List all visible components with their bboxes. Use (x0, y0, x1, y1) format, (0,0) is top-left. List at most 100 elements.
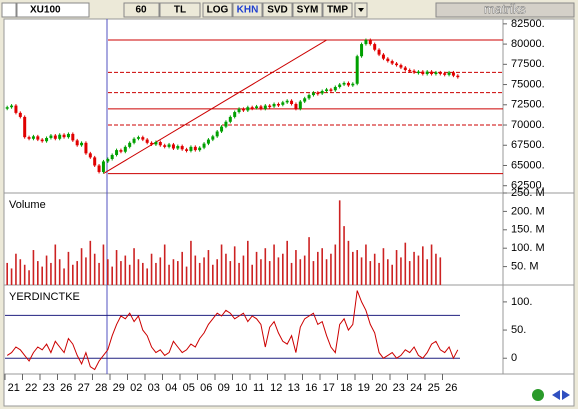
volume-bar (378, 262, 380, 285)
volume-bar (54, 244, 57, 285)
volume-bar (422, 246, 424, 285)
candle (171, 144, 175, 149)
candle (325, 89, 329, 92)
nav-left[interactable] (552, 390, 560, 400)
period-box[interactable] (123, 2, 160, 18)
x-tick-label: 02 (130, 382, 142, 394)
candle (443, 73, 447, 75)
volume-bar (146, 268, 148, 285)
candle (373, 44, 377, 50)
volume-bar (163, 244, 166, 285)
volume-bar (142, 262, 144, 285)
candle (53, 135, 57, 139)
candle (285, 100, 289, 103)
toolbar-button-label: SYM (297, 5, 319, 16)
candle (145, 139, 149, 143)
symbol-box[interactable] (16, 2, 90, 18)
brand: matriks (484, 1, 526, 16)
toolbar-icon[interactable] (1, 2, 17, 18)
volume-bar (190, 240, 192, 285)
volume-bar (229, 261, 232, 285)
nav-right[interactable] (562, 390, 570, 400)
volume-bar (89, 240, 92, 285)
candle (163, 145, 167, 147)
candle (268, 105, 272, 108)
candle (110, 154, 114, 160)
candle (307, 95, 311, 99)
candle (198, 147, 202, 151)
candle (224, 121, 228, 127)
candle (346, 82, 350, 86)
currency-box[interactable] (159, 2, 201, 18)
candle (40, 139, 44, 142)
volume-bar (435, 253, 437, 285)
volume-bar (19, 259, 22, 285)
candle (403, 67, 407, 70)
toolbar-button[interactable] (262, 2, 293, 18)
y-tick-label: 70000. (511, 119, 545, 131)
x-tick-label: 16 (305, 382, 317, 394)
volume-bar (282, 253, 284, 285)
volume-bar (417, 255, 420, 285)
candle (250, 107, 254, 109)
volume-bar (133, 248, 135, 285)
toolbar-button[interactable] (292, 2, 323, 18)
volume-bar (408, 261, 411, 285)
volume-bar (295, 250, 297, 285)
refresh-icon[interactable] (532, 389, 544, 401)
volume-bar (50, 262, 52, 285)
volume-bar (373, 253, 376, 285)
x-tick-label: 06 (200, 382, 212, 394)
candle (355, 56, 359, 84)
candle (263, 105, 267, 109)
volume-bar (45, 255, 48, 285)
trendline (103, 39, 327, 175)
candle (290, 100, 294, 104)
volume-bar (369, 261, 372, 285)
x-tick-label: 28 (95, 382, 107, 394)
candle (342, 82, 346, 85)
volume-bar (102, 244, 105, 285)
volume-bar (72, 264, 74, 285)
y-tick-label: 80000. (511, 38, 545, 50)
x-tick-label: 10 (235, 382, 247, 394)
candle (360, 44, 364, 57)
plot-layer: 21 22 23 26 27 28 29 02 03 04 05 06 09 10 11 12 13 16 17 18… (4, 18, 545, 394)
volume-bar (365, 244, 367, 285)
symbol: XU100 (30, 5, 61, 16)
x-tick-label: 13 (288, 382, 300, 394)
date-strip (3, 373, 575, 407)
volume-bar (168, 264, 170, 285)
y-tick-label: 67500. (511, 139, 545, 151)
x-tick-label: 25 (428, 382, 440, 394)
candle (333, 86, 337, 91)
toolbar-button[interactable] (232, 2, 263, 18)
volume-bar (308, 237, 310, 285)
volume-bar (63, 268, 65, 285)
candle (167, 144, 171, 147)
toolbar-button[interactable] (202, 2, 233, 18)
volume-bar (325, 259, 328, 285)
volume-bar (268, 261, 271, 285)
volume-bar (58, 259, 61, 285)
x-tick-label: 17 (323, 382, 335, 394)
candle (202, 143, 206, 148)
candle (390, 61, 394, 64)
toolbar-button[interactable] (322, 2, 353, 18)
candle (259, 106, 263, 109)
volume-bar (85, 257, 87, 285)
candle (215, 131, 219, 137)
candle (185, 149, 189, 151)
volume-bar (115, 250, 118, 285)
volume-bar (220, 244, 223, 285)
volume-bar (338, 200, 341, 285)
candle (425, 71, 429, 75)
volume-bar (286, 240, 288, 285)
candle (123, 146, 127, 152)
y-tick-label: 100. (511, 296, 532, 308)
candle (18, 112, 22, 117)
volume-bar (107, 259, 109, 285)
candle (276, 103, 280, 106)
x-tick-label: 09 (218, 382, 230, 394)
candle (364, 40, 368, 45)
